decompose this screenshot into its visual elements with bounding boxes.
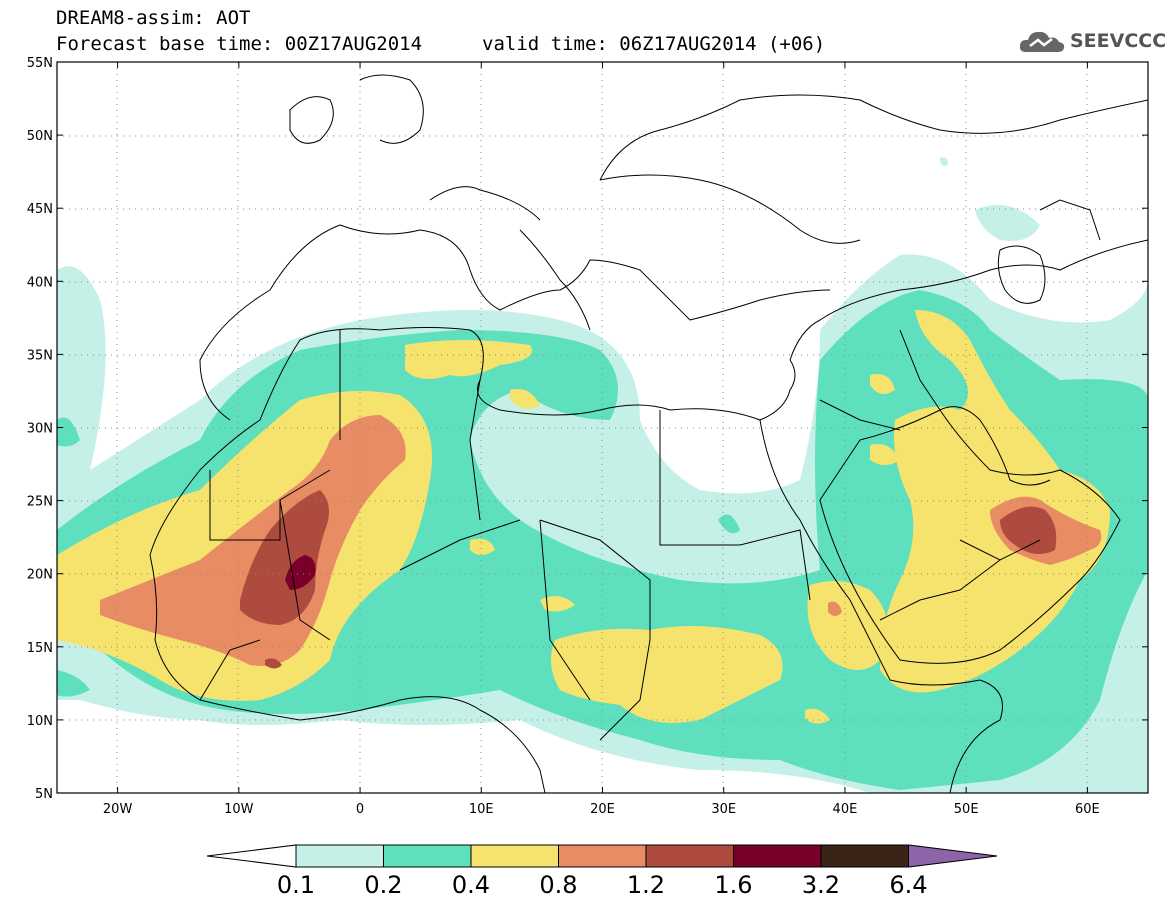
lat-label: 20N	[27, 568, 53, 583]
lon-label: 30E	[711, 802, 736, 817]
colorbar-box	[820, 844, 909, 868]
title-line2: Forecast base time: 00Z17AUG2014	[56, 33, 423, 55]
colorbar-label: 0.2	[364, 871, 402, 899]
longitude-labels: 20W 10W 0 10E 20E 30E 40E 50E 60E	[103, 62, 1100, 817]
colorbar-box	[470, 844, 559, 868]
colorbar-box	[295, 844, 384, 868]
colorbar-box	[733, 844, 822, 868]
lon-label: 20E	[590, 802, 615, 817]
colorbar-box	[383, 844, 472, 868]
colorbar-box	[645, 844, 734, 868]
lon-label: 50E	[954, 802, 979, 817]
colorbar-label: 6.4	[889, 871, 927, 899]
colorbar-box	[558, 844, 647, 868]
colorbar-label: 3.2	[802, 871, 840, 899]
cloud-icon	[1019, 31, 1065, 52]
aot-band-1.6	[285, 555, 316, 590]
colorbar-label: 1.6	[714, 871, 752, 899]
lat-label: 30N	[27, 422, 53, 437]
lon-label: 40E	[833, 802, 858, 817]
latitude-labels: 55N 50N 45N 40N 35N 30N 25N 20N 15N 10N 5N	[27, 56, 1148, 802]
colorbar	[206, 844, 998, 868]
lon-label: 10W	[224, 802, 254, 817]
colorbar-label: 1.2	[627, 871, 665, 899]
lon-label: 60E	[1075, 802, 1100, 817]
lat-label: 45N	[27, 202, 53, 217]
lat-label: 5N	[35, 787, 53, 802]
valid-time: valid time: 06Z17AUG2014 (+06)	[482, 33, 826, 55]
lat-label: 15N	[27, 641, 53, 656]
lat-label: 55N	[27, 56, 53, 71]
aot-band-1.2	[240, 490, 329, 625]
lat-label: 35N	[27, 348, 53, 363]
title-line1: DREAM8-assim: AOT	[56, 7, 251, 29]
colorbar-labels: 0.1 0.2 0.4 0.8 1.2 1.6 3.2 6.4	[277, 871, 928, 899]
seevccc-logo: SEEVCCC	[1018, 26, 1165, 56]
logo-text: SEEVCCC	[1070, 30, 1165, 52]
colorbar-label: 0.4	[452, 871, 490, 899]
lat-label: 25N	[27, 495, 53, 510]
lat-label: 50N	[27, 129, 53, 144]
aot-field	[57, 157, 1148, 793]
lat-label: 40N	[27, 275, 53, 290]
lon-label: 10E	[469, 802, 494, 817]
colorbar-label: 0.1	[277, 871, 315, 899]
colorbar-label: 0.8	[539, 871, 577, 899]
colorbar-max-arrow	[908, 844, 998, 868]
lon-label: 0	[356, 802, 364, 817]
colorbar-min-arrow	[206, 844, 297, 868]
lat-label: 10N	[27, 714, 53, 729]
lon-label: 20W	[103, 802, 133, 817]
borders	[199, 199, 1101, 741]
coastlines	[149, 74, 1148, 793]
